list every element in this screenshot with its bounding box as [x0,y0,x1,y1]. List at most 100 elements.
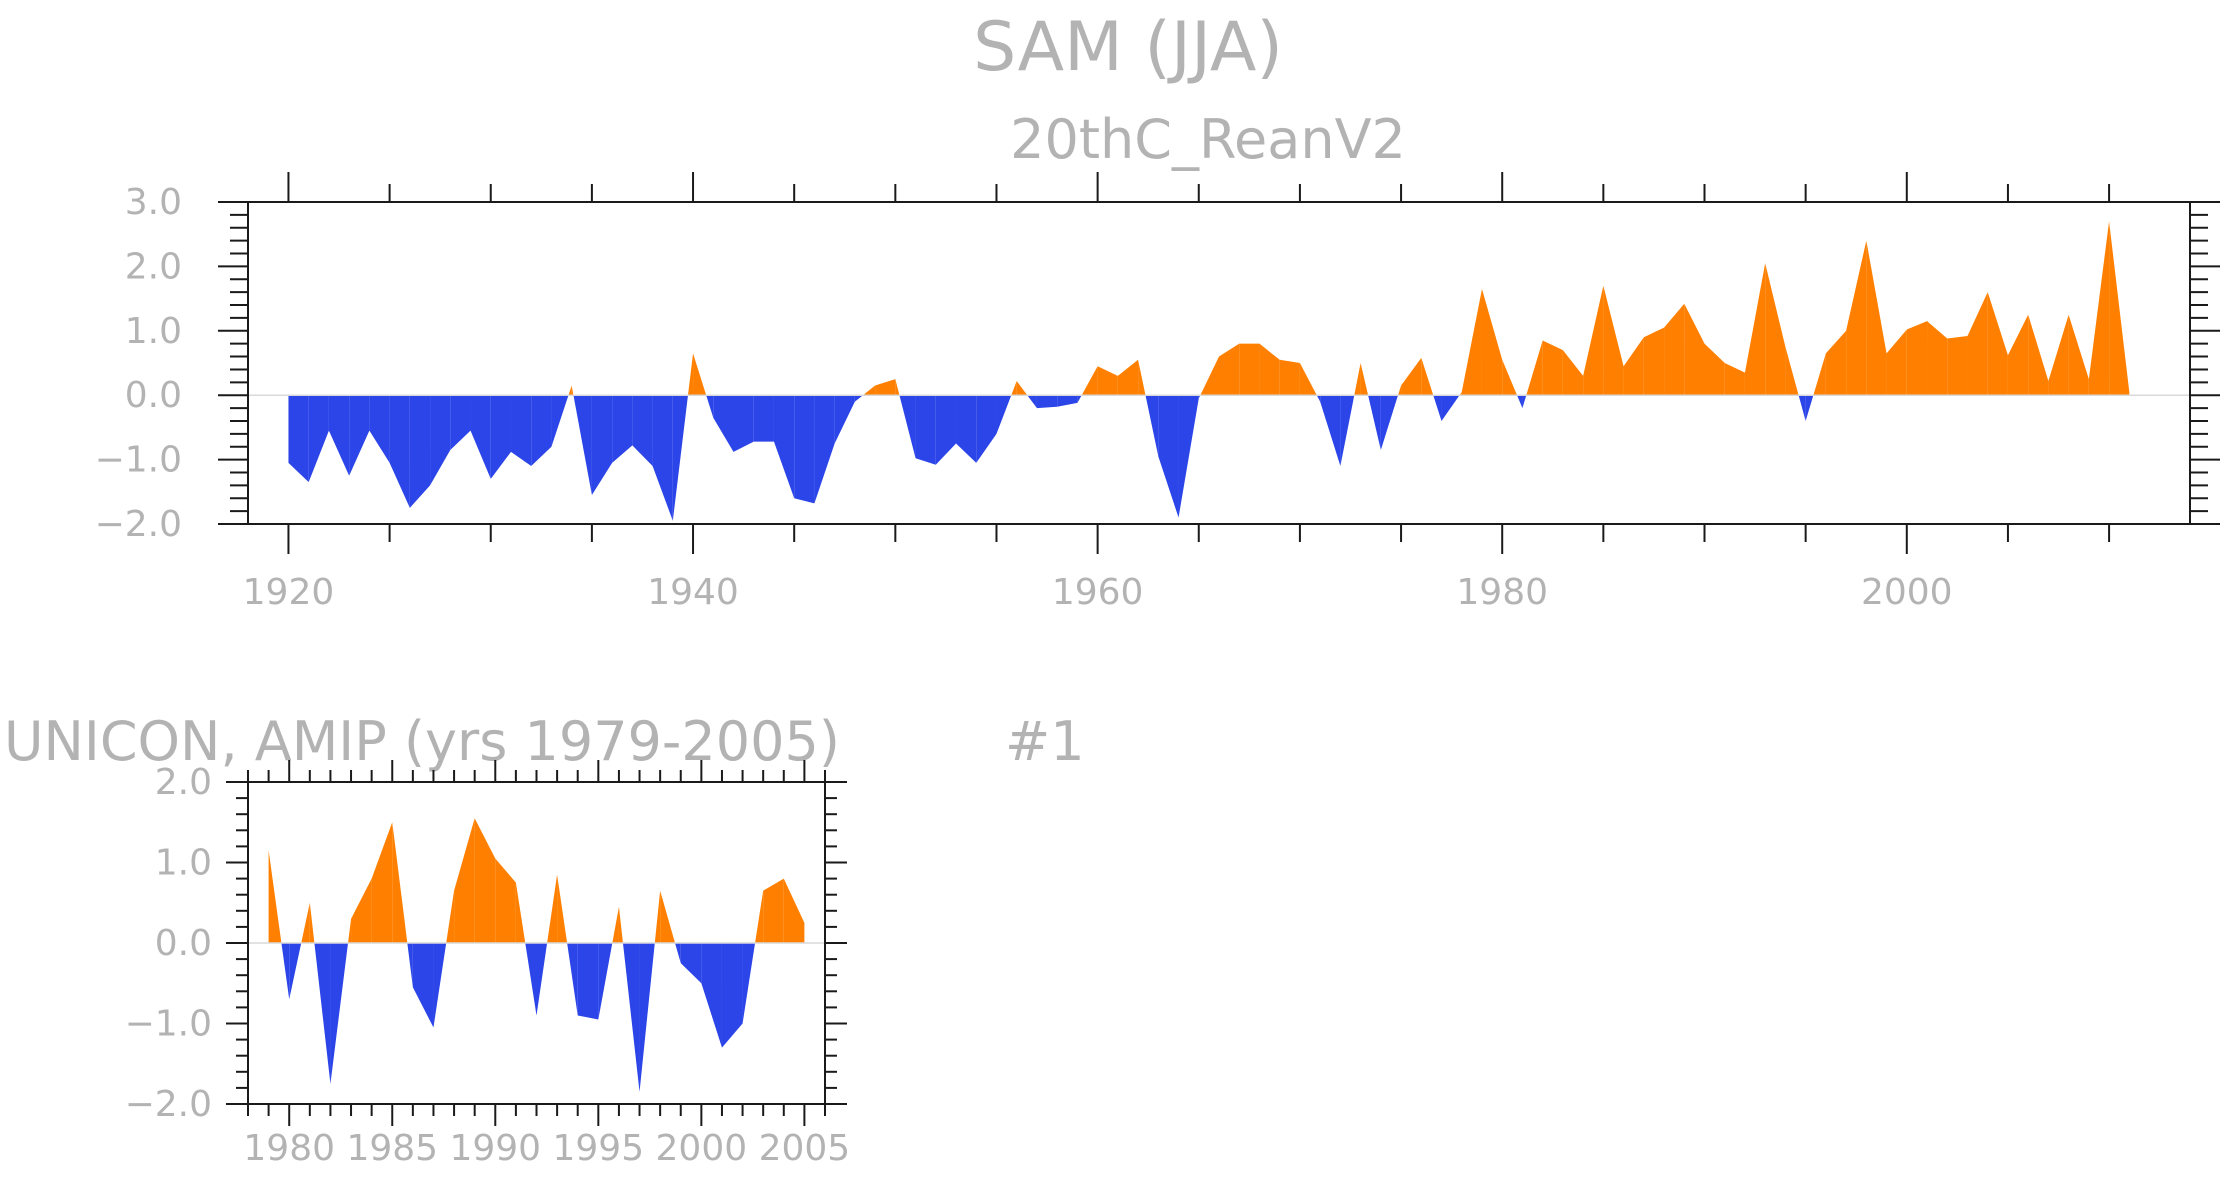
positive-area-segment [495,858,516,943]
negative-area-segment [996,395,1012,434]
positive-area-segment [446,890,455,943]
y-tick-label: 2.0 [155,762,212,803]
bottom-panel: 1980 1985 1990 1995 2000 2005 −2.0 −1.0 0.0 1.0 2.… [125,760,850,1169]
negative-area-segment [308,395,329,483]
negative-area-segment [706,395,714,418]
negative-area-segment [675,943,681,964]
positive-area-segment [348,918,352,943]
positive-area-segment [557,874,568,943]
positive-area-segment [1421,357,1434,396]
negative-area-segment [1158,395,1179,518]
negative-area-segment [976,395,997,463]
positive-area-segment [1724,363,1745,396]
negative-area-segment [915,395,936,465]
positive-area-segment [1354,363,1361,396]
positive-area-segment [568,385,572,396]
positive-area-segment [895,379,900,396]
main-title: SAM (JJA) [973,8,1283,87]
negative-area-segment [573,395,592,496]
y-tick-label: −2.0 [95,504,182,545]
positive-area-segment [1299,363,1317,396]
top-panel: 1920 1940 1960 1980 2000 −2.0 −1.0 0.0 1.0 2.0 3.0 [95,172,2220,613]
negative-area-segment [349,395,370,476]
positive-area-segment [1846,240,1867,396]
negative-area-segment [622,943,640,1092]
negative-area-segment [1517,395,1523,409]
positive-area-segment [1219,343,1240,396]
positive-area-segment [763,878,784,943]
negative-area-segment [567,943,578,1016]
positive-area-segment [1987,292,2008,396]
negative-area-segment [1316,395,1321,402]
negative-area-segment [753,395,774,442]
positive-area-segment [1279,359,1300,396]
negative-area-segment [1036,395,1058,409]
x-tick-label: 1920 [243,572,335,613]
negative-area-segment [742,943,756,1024]
negative-area-segment [1380,395,1399,450]
positive-area-segment [2028,314,2049,396]
positive-area-segment [1401,357,1422,396]
x-tick-label: 1985 [346,1128,438,1169]
negative-area-segment [369,395,390,463]
negative-area-segment [1805,395,1814,421]
negative-area-segment [632,395,653,467]
negative-area-segment [1320,395,1341,467]
positive-area-segment [1623,337,1644,396]
x-tick-label: 1990 [449,1128,541,1169]
negative-area-segment [794,395,815,504]
positive-area-segment [1664,303,1685,396]
negative-area-segment [1077,395,1082,403]
negative-area-segment [281,943,290,1000]
negative-area-segment [935,395,957,465]
negative-area-segment [1178,395,1199,518]
positive-area-segment [1200,356,1219,396]
positive-area-segment [783,878,805,943]
positive-area-segment [309,902,315,943]
negative-area-segment [591,395,613,496]
negative-area-segment [450,395,471,450]
negative-area-segment [814,395,835,504]
negative-area-segment [551,395,569,447]
positive-area-segment [1398,385,1402,396]
y-tick-label: 1.0 [155,843,212,884]
negative-area-segment [652,395,673,521]
positive-area-segment [1704,343,1725,396]
negative-area-segment [525,943,537,1016]
positive-area-segment [547,874,558,943]
x-tick-label: 2000 [1861,572,1953,613]
negative-area-segment [510,395,532,467]
positive-area-segment [1906,321,1928,396]
positive-area-segment [1542,340,1563,396]
positive-area-segment [351,878,372,943]
positive-area-segment [1502,359,1518,396]
negative-area-segment [672,395,688,521]
positive-area-segment [1081,366,1098,396]
positive-area-segment [1117,359,1139,396]
y-tick-label: −2.0 [125,1084,212,1125]
negative-area-segment [389,395,410,508]
negative-area-segment [701,943,722,1048]
positive-area-segment [1360,363,1369,396]
y-tick-label: −1.0 [95,440,182,481]
positive-area-segment [474,818,496,943]
y-tick-label: 2.0 [125,246,182,287]
positive-area-segment [1967,292,1988,396]
negative-area-segment [1340,395,1355,467]
negative-area-segment [1057,395,1078,407]
negative-area-segment [1027,395,1037,409]
negative-area-segment [328,395,350,476]
positive-area-segment [1866,240,1887,396]
y-tick-label: 1.0 [125,311,182,352]
negative-area-segment [1433,395,1442,421]
negative-area-segment [899,395,916,459]
positive-area-segment [515,882,526,943]
x-tick-label: 1980 [243,1128,335,1169]
negative-area-segment [1441,395,1460,421]
positive-area-segment [1947,335,1968,396]
positive-area-segment [2068,314,2089,396]
positive-area-segment [268,850,282,943]
positive-area-segment [618,906,623,943]
negative-area-segment [834,395,855,444]
